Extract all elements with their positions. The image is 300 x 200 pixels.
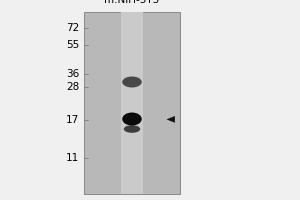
Text: 36: 36 (66, 69, 80, 79)
Ellipse shape (122, 76, 142, 88)
Ellipse shape (122, 112, 142, 126)
Polygon shape (167, 116, 175, 123)
Text: 72: 72 (66, 23, 80, 33)
Ellipse shape (124, 125, 140, 133)
Bar (121, 12, 143, 194)
Text: 11: 11 (66, 153, 80, 163)
Text: 28: 28 (66, 82, 80, 92)
Text: 17: 17 (66, 115, 80, 125)
Text: m.NIH-3T3: m.NIH-3T3 (104, 0, 160, 5)
Bar (84, 12, 180, 194)
Text: 55: 55 (66, 40, 80, 50)
